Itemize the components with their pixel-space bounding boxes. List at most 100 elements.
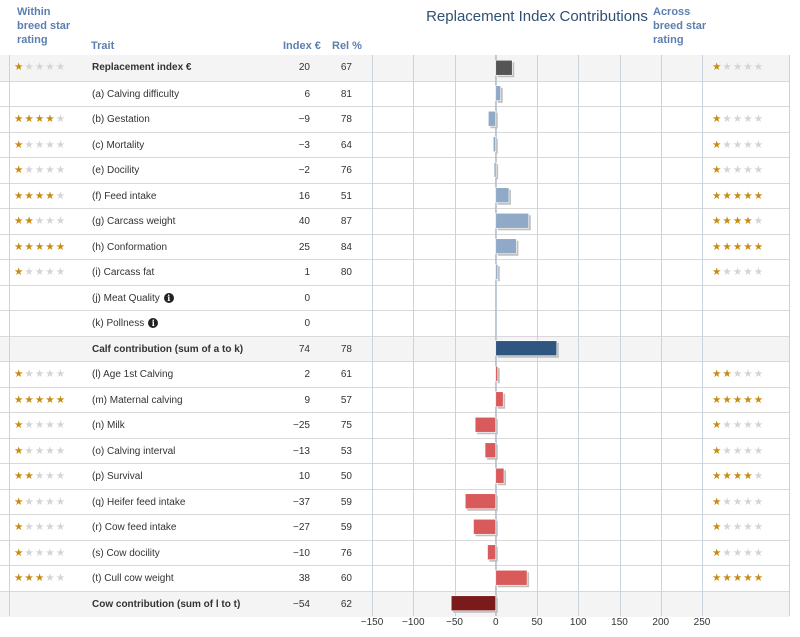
across-breed-stars: ★★★★★ bbox=[712, 566, 764, 592]
bar-12 bbox=[495, 340, 558, 357]
x-tick-label: 0 bbox=[492, 617, 499, 628]
star-empty-icon: ★ bbox=[753, 419, 765, 431]
table-border bbox=[9, 55, 10, 616]
trait-name: (b) Gestation bbox=[92, 114, 150, 125]
star-empty-icon: ★ bbox=[732, 495, 744, 508]
star-empty-icon: ★ bbox=[732, 444, 744, 457]
table-row: ★★★★★ ★★★★★ (g) Carcass weight 40 87 bbox=[0, 208, 790, 235]
star-empty-icon: ★ bbox=[55, 138, 67, 151]
star-filled-icon: ★ bbox=[712, 368, 723, 380]
trait-name: Calf contribution (sum of a to k) bbox=[92, 343, 244, 355]
within-breed-stars: ★★★★★ bbox=[14, 235, 66, 261]
across-breed-stars: ★★★★★ bbox=[712, 541, 764, 567]
star-empty-icon: ★ bbox=[34, 521, 46, 533]
star-filled-icon: ★ bbox=[712, 546, 723, 559]
across-breed-stars: ★★★★★ bbox=[712, 260, 764, 286]
table-row: (k) Pollness i 0 bbox=[0, 310, 790, 337]
star-filled-icon: ★ bbox=[712, 393, 723, 406]
across-breed-stars: ★★★★★ bbox=[712, 55, 764, 81]
star-empty-icon: ★ bbox=[732, 419, 744, 431]
star-filled-icon: ★ bbox=[24, 240, 35, 253]
within-breed-stars: ★★★★★ bbox=[14, 184, 66, 210]
trait-label: (f) Feed intake bbox=[92, 184, 156, 210]
info-icon[interactable]: i bbox=[163, 292, 174, 303]
trait-name: (t) Cull cow weight bbox=[92, 573, 174, 584]
star-filled-icon: ★ bbox=[45, 189, 56, 202]
x-tick-label: 100 bbox=[569, 617, 587, 628]
star-empty-icon: ★ bbox=[753, 368, 765, 380]
star-filled-icon: ★ bbox=[743, 215, 754, 227]
table-row: ★★★★★ ★★★★★ (b) Gestation −9 78 bbox=[0, 106, 790, 133]
star-empty-icon: ★ bbox=[55, 266, 67, 278]
table-border bbox=[789, 55, 790, 616]
star-filled-icon: ★ bbox=[24, 393, 35, 406]
bar-3 bbox=[488, 110, 497, 127]
across-breed-stars: ★★★★★ bbox=[712, 388, 764, 414]
star-empty-icon: ★ bbox=[722, 61, 733, 73]
star-filled-icon: ★ bbox=[712, 215, 723, 227]
trait-label: (m) Maternal calving bbox=[92, 388, 183, 414]
bar-18 bbox=[464, 493, 497, 510]
across-breed-stars: ★★★★★ bbox=[712, 515, 764, 541]
star-empty-icon: ★ bbox=[34, 419, 46, 431]
within-breed-stars: ★★★★★ bbox=[14, 362, 66, 388]
x-tick-label: 50 bbox=[531, 617, 543, 628]
within-breed-stars: ★★★★★ bbox=[14, 388, 66, 414]
star-empty-icon: ★ bbox=[753, 495, 765, 508]
star-filled-icon: ★ bbox=[753, 393, 765, 406]
gridline bbox=[496, 55, 497, 616]
x-tick-label: 250 bbox=[693, 617, 711, 628]
star-filled-icon: ★ bbox=[732, 189, 744, 202]
trait-label: (h) Conformation bbox=[92, 235, 167, 261]
star-empty-icon: ★ bbox=[722, 419, 733, 431]
star-empty-icon: ★ bbox=[743, 164, 754, 176]
header-across-rating: Across breed star rating bbox=[653, 6, 707, 46]
across-breed-stars: ★★★★★ bbox=[712, 235, 764, 261]
bar-7 bbox=[495, 212, 530, 229]
star-filled-icon: ★ bbox=[24, 113, 35, 125]
table-row: ★★★★★ ★★★★★ (t) Cull cow weight 38 60 bbox=[0, 565, 790, 592]
reliability-value: 62 bbox=[340, 598, 352, 610]
star-filled-icon: ★ bbox=[743, 240, 754, 253]
star-empty-icon: ★ bbox=[24, 61, 35, 73]
bar-6 bbox=[495, 187, 510, 204]
trait-name: (e) Docility bbox=[92, 165, 140, 176]
star-filled-icon: ★ bbox=[14, 368, 25, 380]
info-icon[interactable]: i bbox=[148, 318, 159, 329]
bar-2 bbox=[495, 85, 501, 102]
star-empty-icon: ★ bbox=[55, 495, 67, 508]
star-empty-icon: ★ bbox=[45, 215, 56, 227]
header-within-rating: Within breed star rating bbox=[17, 6, 71, 46]
bar-5 bbox=[493, 161, 497, 178]
header-index: Index € bbox=[283, 40, 321, 52]
star-filled-icon: ★ bbox=[712, 521, 723, 533]
star-empty-icon: ★ bbox=[55, 521, 67, 533]
star-filled-icon: ★ bbox=[753, 572, 765, 584]
index-value: −27 bbox=[293, 522, 310, 533]
star-empty-icon: ★ bbox=[732, 546, 744, 559]
star-filled-icon: ★ bbox=[34, 240, 46, 253]
trait-name: (j) Meat Quality bbox=[92, 292, 160, 304]
within-breed-stars: ★★★★★ bbox=[14, 464, 66, 490]
index-value: 6 bbox=[304, 88, 310, 100]
within-breed-stars: ★★★★★ bbox=[14, 55, 66, 81]
star-empty-icon: ★ bbox=[34, 495, 46, 508]
trait-label: (p) Survival bbox=[92, 464, 143, 490]
trait-label: (i) Carcass fat bbox=[92, 260, 154, 286]
trait-name: (a) Calving difficulty bbox=[92, 88, 180, 100]
star-empty-icon: ★ bbox=[45, 138, 56, 151]
reliability-value: 61 bbox=[340, 369, 352, 380]
trait-name: Cow contribution (sum of l to t) bbox=[92, 598, 241, 610]
trait-label: (n) Milk bbox=[92, 413, 125, 439]
star-filled-icon: ★ bbox=[24, 215, 35, 227]
star-filled-icon: ★ bbox=[14, 470, 25, 482]
star-empty-icon: ★ bbox=[24, 368, 35, 380]
star-empty-icon: ★ bbox=[753, 470, 765, 482]
star-filled-icon: ★ bbox=[753, 189, 765, 202]
star-filled-icon: ★ bbox=[712, 572, 723, 584]
bar-13 bbox=[495, 365, 499, 382]
star-empty-icon: ★ bbox=[743, 61, 754, 73]
gridline bbox=[537, 55, 538, 616]
reliability-value: 75 bbox=[340, 420, 352, 431]
star-filled-icon: ★ bbox=[14, 393, 25, 406]
